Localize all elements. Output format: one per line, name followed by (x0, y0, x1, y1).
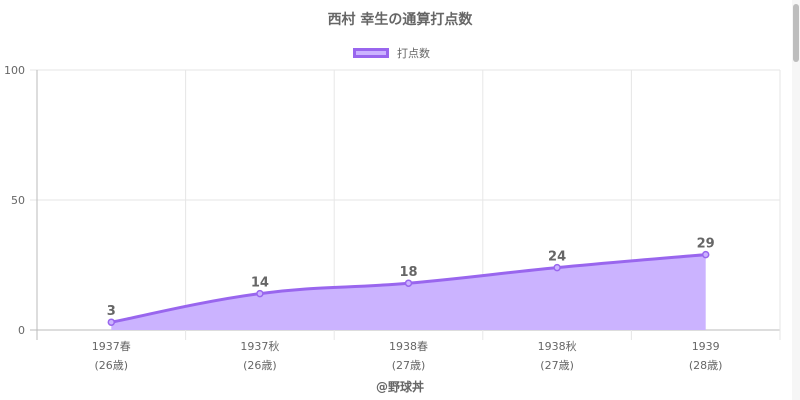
series-area-fill (111, 254, 706, 330)
y-tick-label: 50 (11, 194, 25, 207)
legend-swatch (353, 48, 389, 58)
data-label: 29 (697, 237, 715, 252)
data-label: 24 (548, 250, 566, 265)
x-tick-label: 1939 (692, 340, 720, 353)
data-point[interactable] (107, 318, 116, 326)
x-tick-label: 1938秋 (538, 339, 577, 353)
series-points (107, 250, 710, 326)
y-tick-label: 100 (4, 64, 25, 77)
data-label: 18 (399, 265, 417, 280)
data-point[interactable] (256, 289, 264, 298)
data-point[interactable] (404, 279, 413, 287)
data-label: 3 (107, 304, 116, 319)
legend-label: 打点数 (397, 47, 430, 60)
x-tick-label: (26歳) (243, 359, 277, 372)
y-tick-label: 0 (18, 324, 25, 337)
legend[interactable]: 打点数 (353, 45, 430, 61)
x-tick-label: 1938春 (389, 340, 428, 353)
data-labels: 3 14 18 24 29 (107, 237, 715, 320)
axis-ticks: 0 50 100 1937春 (26歳) 1937秋 (26歳) 1938春 (27歳) 1938… (4, 64, 722, 372)
x-tick-label: 1937春 (92, 340, 131, 353)
data-label: 14 (251, 276, 269, 291)
chart-title: 西村 幸生の通算打点数 (327, 12, 473, 28)
x-tick-label: 1937秋 (240, 339, 279, 353)
x-tick-label: (28歳) (689, 359, 723, 372)
x-tick-label: (27歳) (392, 359, 426, 372)
credit: @野球丼 (375, 380, 424, 394)
scrollbar[interactable] (792, 0, 800, 400)
x-tick-label: (26歳) (95, 359, 129, 372)
data-point[interactable] (553, 263, 561, 272)
scrollbar-thumb[interactable] (793, 4, 799, 62)
x-tick-label: (27歳) (540, 359, 574, 372)
data-point[interactable] (701, 250, 710, 259)
